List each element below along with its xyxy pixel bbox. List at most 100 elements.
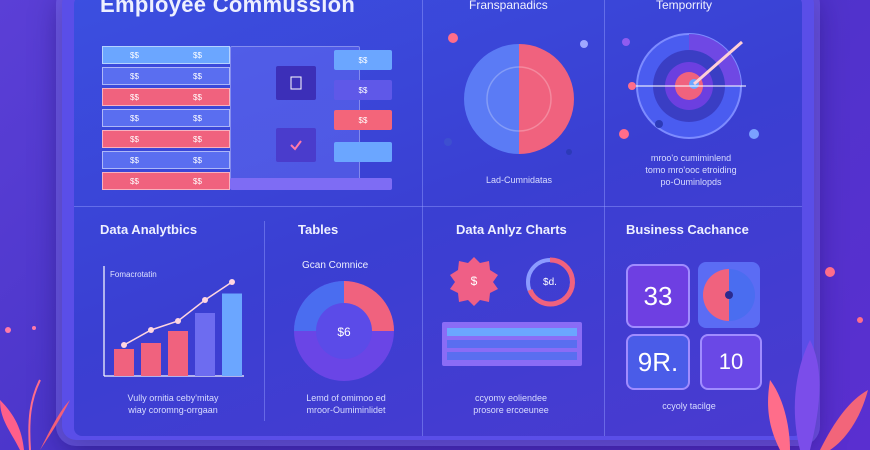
document-icon bbox=[290, 76, 302, 90]
decor-dot bbox=[448, 33, 458, 43]
table-cell: $$ bbox=[193, 134, 202, 144]
donut-value: $6 bbox=[337, 325, 351, 339]
gauge-caption: mroo'o cumiminlend tomo mro'ooc etroidin… bbox=[626, 152, 756, 188]
table-row: $$ $$ bbox=[102, 172, 230, 190]
stat-tile: 9R. bbox=[626, 334, 690, 390]
caption-line: tomo mro'ooc etroiding bbox=[645, 165, 737, 175]
gear-label: $ bbox=[471, 274, 478, 288]
charts-panel-title: Data Anlyz Charts bbox=[456, 222, 567, 237]
pie-hub bbox=[725, 291, 733, 299]
table-cell: $$ bbox=[130, 176, 139, 186]
mini-table-row bbox=[447, 352, 577, 360]
trend-point bbox=[148, 327, 154, 333]
pie-slice bbox=[703, 269, 729, 321]
table-cell: $$ bbox=[193, 71, 202, 81]
commission-table: $$ $$ $$ $$ $$ $$ $$ $$ $$ $$ $$ $$ $$ $$ bbox=[102, 46, 230, 193]
analytics-caption: Vully ornitia ceby'mitay wiay coromng-or… bbox=[98, 392, 248, 416]
table-cell: $$ bbox=[193, 113, 202, 123]
mini-table-row bbox=[447, 328, 577, 336]
pie-slice bbox=[519, 44, 574, 154]
decor-dot bbox=[580, 40, 588, 48]
stat-tile: 10 bbox=[700, 334, 762, 390]
business-panel-title: Business Cachance bbox=[626, 222, 749, 237]
table-cell: $$ bbox=[130, 71, 139, 81]
trend-point bbox=[121, 342, 127, 348]
tables-panel-title: Tables bbox=[298, 222, 339, 237]
radial-gauge bbox=[619, 33, 759, 139]
bar bbox=[222, 293, 242, 376]
gauge-needle bbox=[693, 40, 743, 86]
table-row: $$ $$ bbox=[102, 67, 230, 85]
cell-value: $$ bbox=[358, 85, 368, 95]
analytics-panel-title: Data Analytbics bbox=[100, 222, 198, 237]
trend-point bbox=[175, 318, 181, 324]
bar bbox=[141, 343, 161, 376]
table-cell: $$ bbox=[130, 50, 139, 60]
dashboard-screen: Employee Commussion $$ $$ $$ $$ $$ $$ $$ $$ $$ $$… bbox=[74, 0, 802, 436]
pie-caption: Lad-Cumnidatas bbox=[485, 175, 553, 185]
progress-ring: $d. bbox=[526, 257, 575, 307]
pie-chart bbox=[444, 33, 588, 155]
table-cell bbox=[276, 66, 316, 100]
table-cell bbox=[276, 128, 316, 162]
table-row: $$ $$ bbox=[102, 130, 230, 148]
ring-label: $d. bbox=[543, 277, 557, 288]
caption-line: Lemd of omimoo ed bbox=[306, 393, 386, 403]
donut-title: Gcan Comnice bbox=[302, 260, 369, 271]
caption-line: wiay coromng-orrgaan bbox=[128, 405, 218, 415]
trend-point bbox=[202, 297, 208, 303]
tables-caption: Lemd of omimoo ed mroor-Oumiminlidet bbox=[286, 392, 406, 416]
caption-line: Vully ornitia ceby'mitay bbox=[127, 393, 219, 403]
chart-legend: Fomacrotatin bbox=[110, 270, 157, 279]
donut-chart: $6 bbox=[294, 281, 394, 381]
table-cell: $$ bbox=[130, 134, 139, 144]
decor-dot bbox=[619, 129, 629, 139]
table-cell bbox=[334, 142, 392, 162]
decor-dot bbox=[628, 82, 636, 90]
table-row: $$ $$ bbox=[102, 109, 230, 127]
page-title: Employee Commussion bbox=[100, 0, 356, 17]
divider bbox=[264, 221, 265, 421]
table-cell: $$ bbox=[130, 113, 139, 123]
bar-chart bbox=[103, 266, 244, 377]
gear-icon: $ bbox=[450, 257, 498, 306]
pie-slice bbox=[464, 44, 519, 154]
trend-point bbox=[229, 279, 235, 285]
bar bbox=[114, 349, 134, 376]
stat-pie bbox=[698, 262, 760, 328]
bar bbox=[168, 331, 188, 376]
divider bbox=[74, 206, 802, 207]
table-cell: $$ bbox=[193, 50, 202, 60]
caption-line: mroo'o cumiminlend bbox=[650, 153, 732, 163]
caption-line: ccyomy eoliendee bbox=[474, 393, 548, 403]
caption-line: po-Ouminlopds bbox=[660, 177, 722, 187]
table-footer-bar bbox=[230, 178, 392, 190]
table-row: $$ $$ bbox=[102, 46, 230, 64]
table-cell: $$ bbox=[334, 50, 392, 70]
divider bbox=[422, 0, 423, 436]
stat-tile: 33 bbox=[626, 264, 690, 328]
ring-progress bbox=[527, 257, 575, 307]
decor-dot bbox=[444, 138, 452, 146]
table-cell: $$ bbox=[193, 176, 202, 186]
decor-dot bbox=[655, 120, 663, 128]
table-cell: $$ bbox=[334, 80, 392, 100]
decor-dot bbox=[749, 129, 759, 139]
table-row: $$ $$ bbox=[102, 151, 230, 169]
table-cell: $$ bbox=[130, 92, 139, 102]
charts-caption: ccyomy eoliendee prosore ercoeunee bbox=[446, 392, 576, 416]
table-cell: $$ bbox=[193, 92, 202, 102]
table-row: $$ $$ bbox=[102, 88, 230, 106]
cell-value: $$ bbox=[358, 55, 368, 65]
table-cell: $$ bbox=[130, 155, 139, 165]
bar bbox=[195, 313, 215, 376]
pie-slice bbox=[729, 269, 755, 321]
business-caption: ccyoly tacilge bbox=[662, 401, 716, 411]
check-icon bbox=[290, 140, 302, 151]
pie-ring bbox=[486, 66, 552, 132]
caption-line: prosore ercoeunee bbox=[473, 405, 549, 415]
decor-dot bbox=[622, 38, 630, 46]
cell-value: $$ bbox=[358, 115, 368, 125]
table-cell: $$ bbox=[334, 110, 392, 130]
plant-decoration-right bbox=[768, 267, 868, 450]
